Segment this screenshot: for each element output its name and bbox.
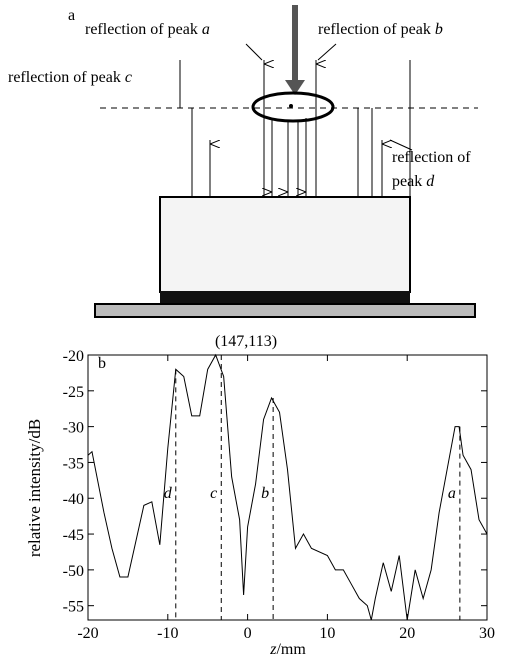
- panel-label: b: [98, 355, 106, 372]
- label: reflection of peak b: [318, 21, 443, 38]
- label-letter: a: [202, 21, 210, 38]
- x-tick-label: 10: [319, 625, 335, 642]
- y-tick-label: -50: [63, 563, 84, 580]
- label-letter: b: [435, 21, 443, 38]
- sample-base: [160, 291, 410, 304]
- peak-label: a: [448, 485, 456, 502]
- y-tick-label: -20: [63, 348, 84, 365]
- platform: [94, 303, 476, 318]
- lens: [251, 91, 335, 123]
- chart: (147,113) b relative intensity/dB z/mm -…: [25, 333, 495, 658]
- y-tick-label: -55: [63, 599, 84, 616]
- label: reflection of: [392, 149, 471, 166]
- x-tick-label: -20: [77, 625, 98, 642]
- line: [87, 353, 488, 621]
- label: reflection of peak c: [8, 69, 132, 86]
- y-tick-label: -25: [63, 384, 84, 401]
- label-letter: d: [426, 173, 435, 190]
- label-letter: c: [125, 69, 132, 86]
- x-label-var: z: [269, 641, 277, 658]
- peak-label: c: [210, 485, 217, 502]
- pointer: [389, 139, 413, 151]
- x-label-unit: /mm: [276, 641, 306, 658]
- label-text: reflection of peak: [8, 69, 121, 86]
- y-tick-label: -30: [63, 420, 84, 437]
- incident-head: [285, 80, 305, 95]
- x-tick-label: -10: [157, 625, 178, 642]
- y-tick-label: -45: [63, 527, 84, 544]
- label-text: reflection of peak: [318, 21, 431, 38]
- x-tick-label: 0: [244, 625, 252, 642]
- label: peak d: [392, 173, 435, 190]
- y-tick-label: -35: [63, 455, 84, 472]
- x-axis-label: z/mm: [269, 641, 306, 658]
- label: reflection of peak a: [85, 21, 210, 38]
- sample-block: [159, 196, 411, 293]
- label-text: peak: [392, 173, 422, 190]
- focus: [289, 104, 293, 108]
- x-tick-label: 30: [479, 625, 495, 642]
- y-axis-label: relative intensity/dB: [25, 419, 44, 557]
- pointer: [317, 43, 337, 61]
- label-text: reflection of peak: [85, 21, 198, 38]
- y-tick-label: -40: [63, 491, 84, 508]
- peak-label: d: [164, 485, 173, 502]
- chart-title: (147,113): [215, 333, 277, 350]
- peak-label: b: [261, 485, 269, 502]
- x-tick-label: 20: [399, 625, 415, 642]
- panel-label: a: [68, 7, 75, 24]
- plot-frame: [87, 354, 488, 621]
- diagram: a reflection of peak a reflection of pea…: [8, 5, 478, 318]
- pointer: [245, 43, 263, 61]
